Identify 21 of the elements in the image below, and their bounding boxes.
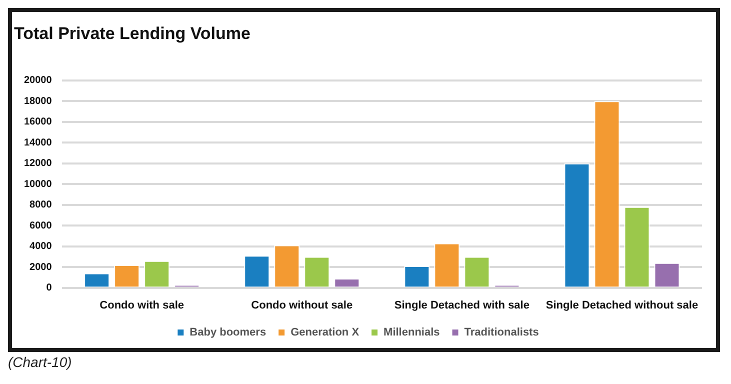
x-tick-label: Condo without sale [251,299,353,312]
y-tick-label: 0 [46,282,52,294]
y-tick-label: 16000 [24,116,52,128]
legend-label: Generation X [290,326,360,339]
y-tick-label: 20000 [24,75,52,86]
y-tick-label: 14000 [24,137,52,148]
y-tick-label: 12000 [24,158,52,170]
x-tick-label: Condo with sale [100,299,184,312]
y-tick-label: 10000 [24,178,52,190]
legend-label: Millennials [384,326,440,339]
legend-label: Baby boomers [190,326,266,339]
y-tick-label: 18000 [24,96,52,107]
legend-label: Traditionalists [464,326,539,339]
y-tick-label: 2000 [30,262,52,273]
y-tick-label: 8000 [30,200,52,211]
y-tick-label: 4000 [30,241,52,252]
text: (Chart-10) [8,354,73,370]
y-tick-label: 6000 [30,220,52,232]
x-tick-label: Single Detached with sale [394,299,530,312]
chart-title: Total Private Lending Volume [14,24,250,43]
x-tick-label: Single Detached without sale [546,299,698,312]
